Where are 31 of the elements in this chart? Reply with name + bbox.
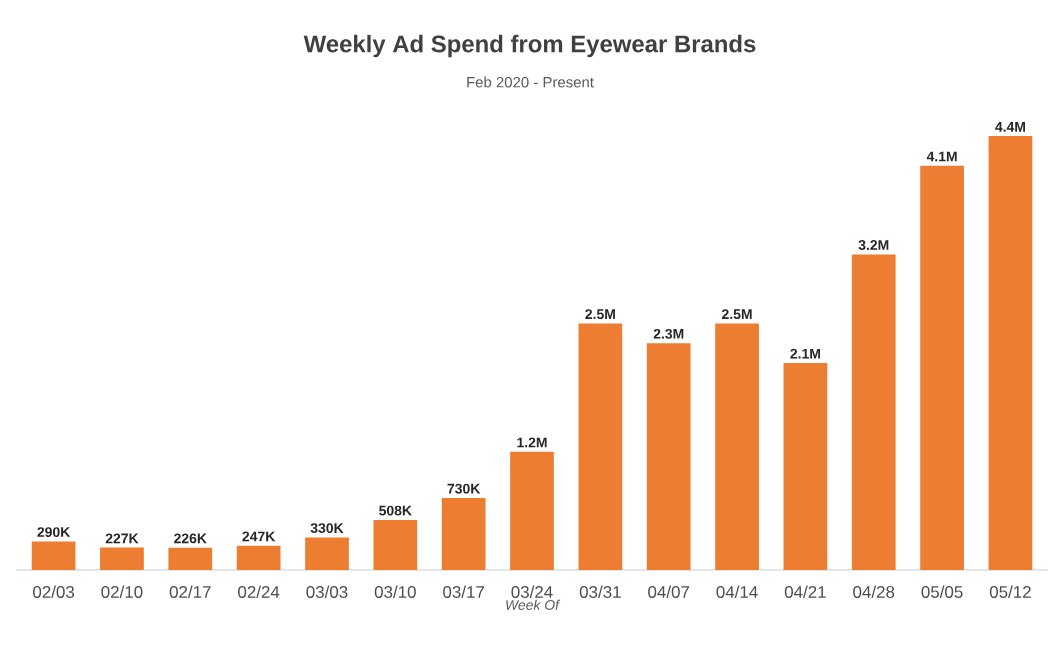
x-tick-label: 04/28	[853, 585, 895, 598]
x-tick-label: 02/10	[101, 585, 143, 598]
x-tick-label: 03/31	[579, 585, 621, 598]
x-tick-label: 03/03	[306, 585, 348, 598]
x-tick-label: 04/21	[784, 585, 826, 598]
x-tick-label: 03/10	[374, 585, 416, 598]
bar	[168, 547, 213, 570]
x-tick-label: 03/24	[511, 585, 553, 598]
bar	[783, 362, 828, 570]
bar	[305, 537, 349, 570]
bar	[373, 519, 418, 570]
bar	[646, 343, 691, 570]
bar	[236, 545, 281, 570]
bar	[441, 498, 486, 570]
bar	[988, 136, 1033, 570]
chart-title: Weekly Ad Spend from Eyewear Brands	[303, 34, 756, 58]
x-tick-label: 04/07	[648, 585, 690, 598]
x-tick-label: 02/24	[238, 585, 280, 598]
bar	[31, 541, 76, 570]
bar	[510, 451, 554, 570]
bar	[100, 547, 144, 570]
x-tick-label: 04/14	[716, 585, 758, 598]
bar	[578, 323, 623, 570]
x-tick-label: 02/17	[169, 585, 211, 598]
bar	[920, 165, 964, 570]
x-tick-label: 02/03	[33, 585, 75, 598]
x-tick-label: 05/05	[921, 585, 963, 598]
bar	[851, 254, 896, 570]
x-tick-label: 03/17	[443, 585, 484, 598]
bar	[715, 323, 759, 570]
x-tick-label: 05/12	[989, 585, 1031, 598]
